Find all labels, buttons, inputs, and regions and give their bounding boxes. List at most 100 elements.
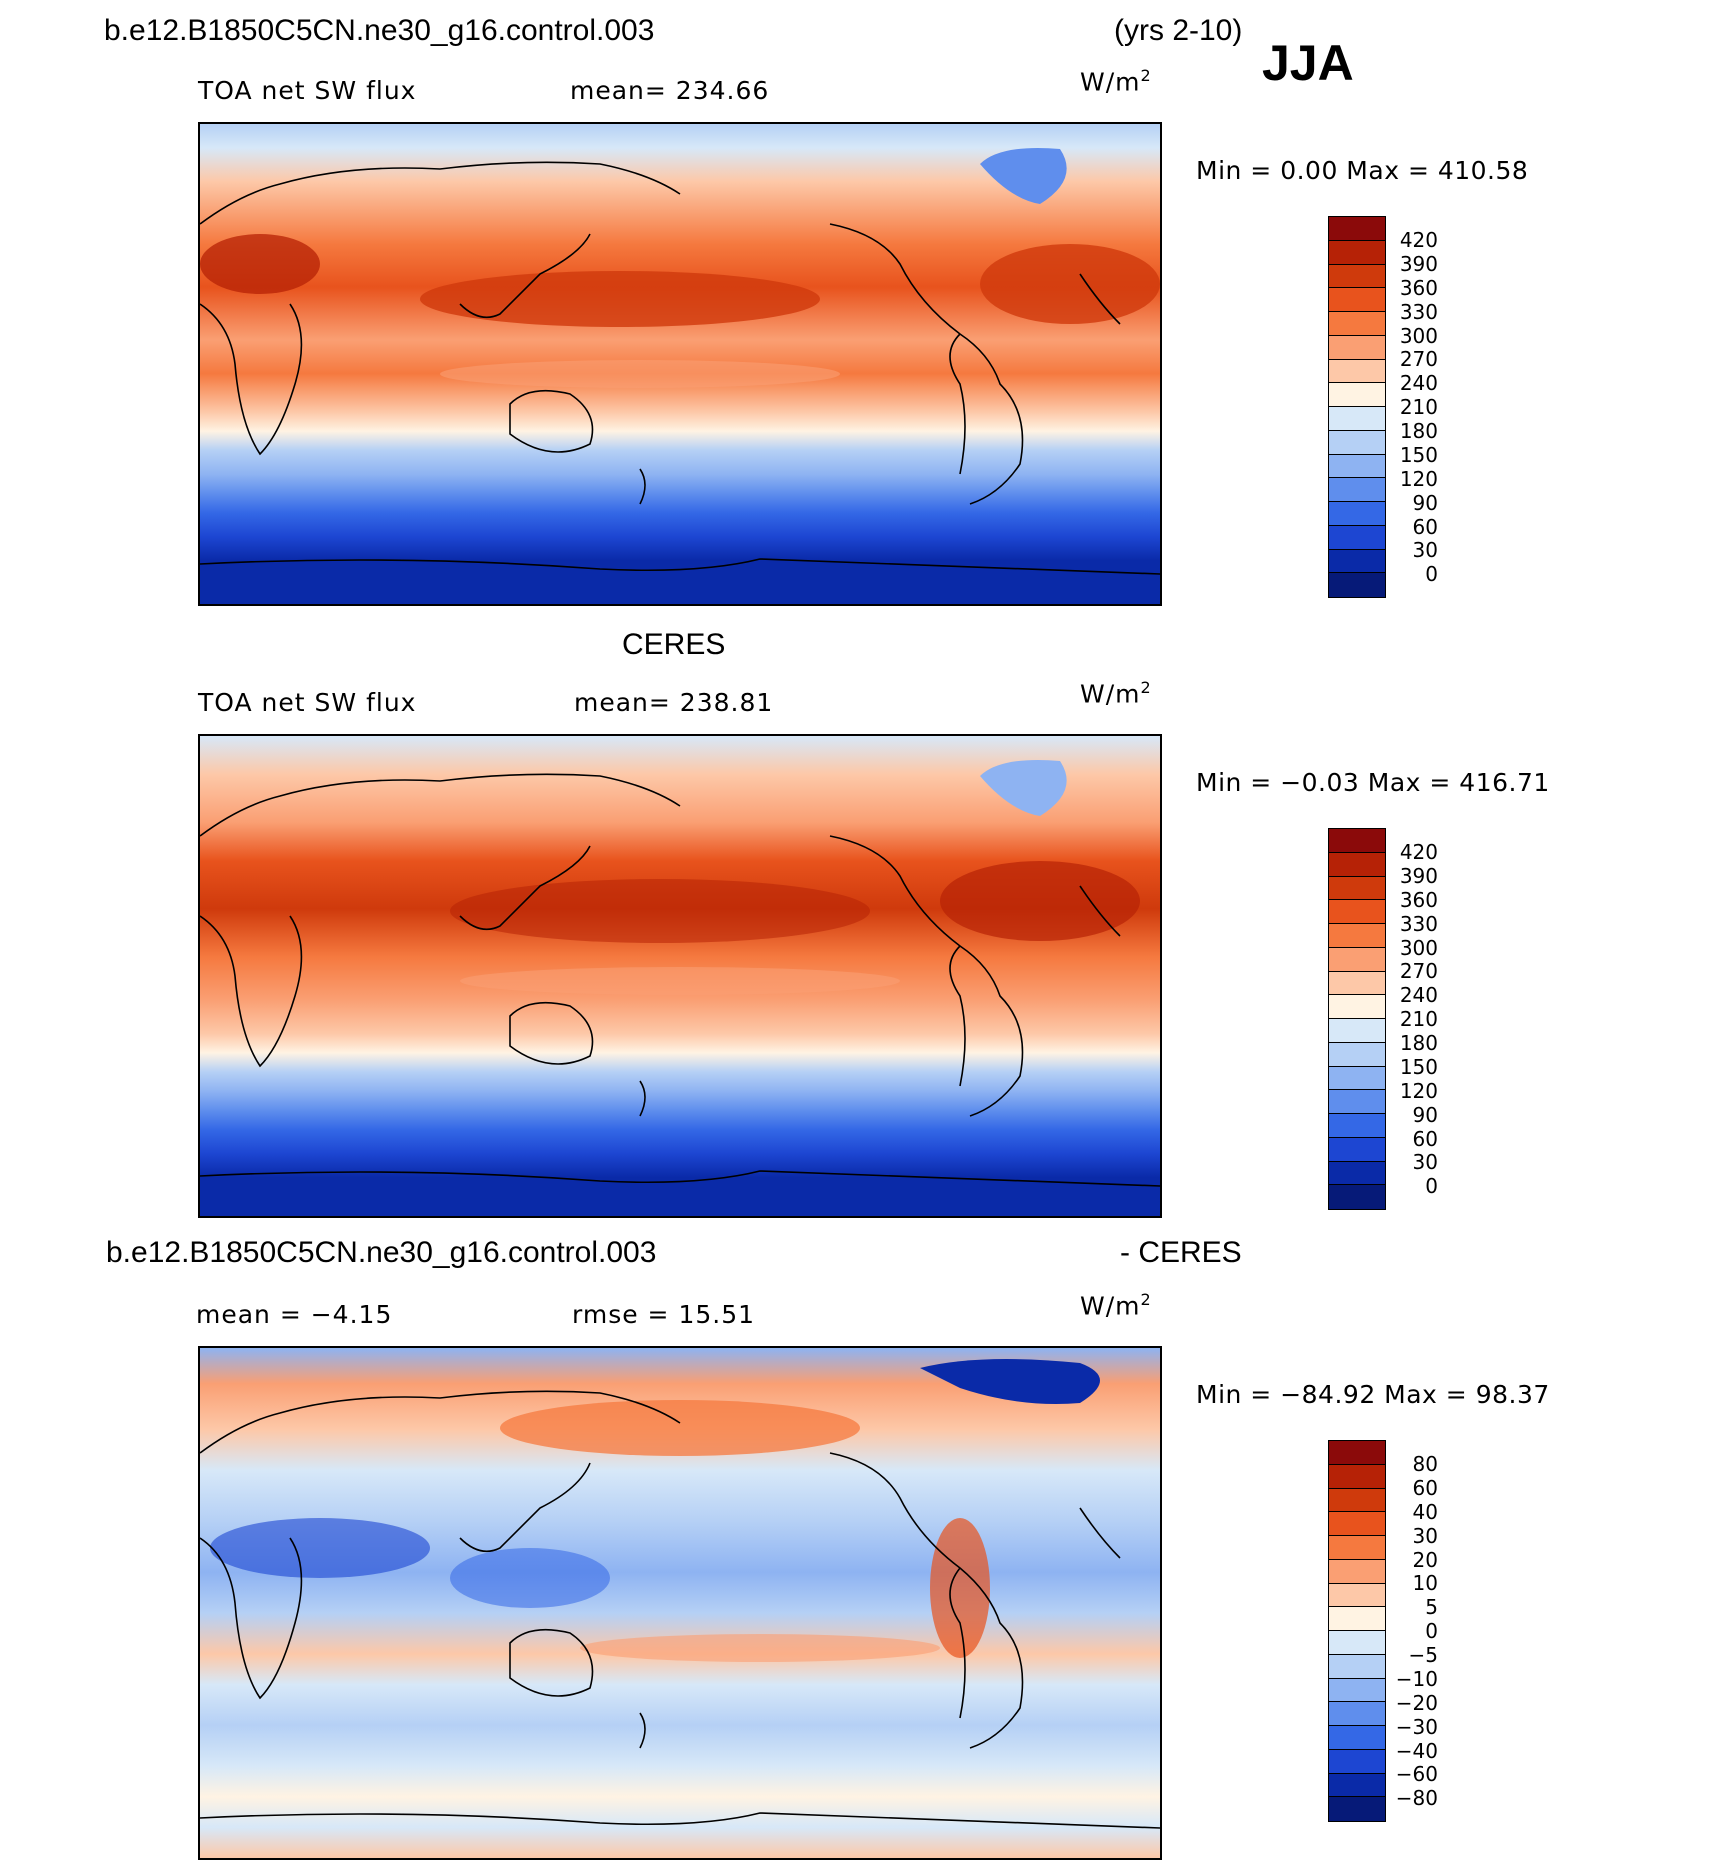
panel1-itcz — [440, 360, 840, 388]
colorbar-segment — [1329, 240, 1385, 265]
colorbar-segment — [1329, 995, 1385, 1019]
colorbar-segment — [1329, 1583, 1385, 1608]
colorbar-segment — [1329, 1441, 1385, 1465]
panel1-pacific-high — [420, 271, 820, 327]
case-title: b.e12.B1850C5CN.ne30_g16.control.003 — [104, 14, 655, 47]
panel1-sahara-high — [200, 234, 320, 294]
colorbar-segment — [1329, 1042, 1385, 1067]
colorbar-tick-label: 360 — [1399, 275, 1438, 300]
colorbar-segment — [1329, 1114, 1385, 1138]
colorbar-segment — [1329, 217, 1385, 241]
colorbar-tick-label: 150 — [1399, 442, 1438, 467]
colorbar-tick-label: −30 — [1395, 1714, 1438, 1739]
panel3-spacific-positive — [580, 1634, 940, 1662]
colorbar-segment — [1329, 1019, 1385, 1043]
panel3-africa-negative — [210, 1518, 430, 1578]
panel2-mean-label: mean= 238.81 — [574, 688, 774, 717]
colorbar-tick-label: 180 — [1399, 419, 1438, 443]
colorbar-tick-label: 210 — [1399, 1007, 1438, 1032]
colorbar-tick-label: 300 — [1399, 323, 1438, 348]
panel3-andes-positive — [930, 1518, 990, 1658]
colorbar-segment — [1329, 1631, 1385, 1655]
colorbar-tick-label: 270 — [1399, 347, 1438, 372]
panel3-heading-right: - CERES — [1120, 1236, 1242, 1269]
colorbar-tick-label: 180 — [1399, 1031, 1438, 1055]
colorbar-segment — [1329, 502, 1385, 526]
colorbar-segment — [1329, 947, 1385, 972]
colorbar-tick-label: 330 — [1399, 299, 1438, 324]
colorbar-segment — [1329, 1464, 1385, 1489]
colorbar-segment — [1329, 1066, 1385, 1091]
colorbar-segment — [1329, 264, 1385, 289]
colorbar-segment — [1329, 1797, 1385, 1821]
colorbar-segment — [1329, 1090, 1385, 1114]
colorbar-tick-label: 5 — [1425, 1595, 1438, 1620]
colorbar-segment — [1329, 1749, 1385, 1774]
panel3-map-svg — [200, 1348, 1160, 1858]
colorbar-tick-label: 120 — [1399, 466, 1438, 491]
panel2-colorbar — [1328, 828, 1386, 1210]
colorbar-segment — [1329, 1559, 1385, 1584]
colorbar-segment — [1329, 1536, 1385, 1560]
colorbar-tick-label: 0 — [1425, 1174, 1438, 1199]
colorbar-tick-label: 420 — [1399, 840, 1438, 864]
panel2-heading: CERES — [622, 628, 726, 661]
colorbar-tick-label: 0 — [1425, 1619, 1438, 1644]
colorbar-tick-label: 360 — [1399, 887, 1438, 912]
colorbar-tick-label: 30 — [1412, 1150, 1438, 1175]
colorbar-segment — [1329, 924, 1385, 948]
colorbar-tick-label: 120 — [1399, 1078, 1438, 1103]
colorbar-tick-label: 60 — [1412, 1126, 1438, 1151]
colorbar-segment — [1329, 525, 1385, 550]
colorbar-segment — [1329, 1654, 1385, 1679]
colorbar-tick-label: 90 — [1412, 1102, 1438, 1127]
panel1-coastlines — [200, 161, 1160, 575]
panel3-maritime-negative — [450, 1548, 610, 1608]
colorbar-segment — [1329, 288, 1385, 312]
panel1-map — [198, 122, 1162, 606]
panel2-pacific-high — [450, 879, 870, 943]
panel3-heading-left: b.e12.B1850C5CN.ne30_g16.control.003 — [106, 1236, 657, 1269]
colorbar-segment — [1329, 876, 1385, 901]
colorbar-segment — [1329, 549, 1385, 574]
colorbar-tick-label: −80 — [1395, 1786, 1438, 1811]
panel1-mean-label: mean= 234.66 — [570, 76, 770, 105]
colorbar-segment — [1329, 829, 1385, 853]
panel3-map — [198, 1346, 1162, 1860]
colorbar-segment — [1329, 335, 1385, 360]
panel3-npacific-positive — [500, 1400, 860, 1456]
panel2-greenland — [980, 760, 1067, 816]
colorbar-tick-label: 240 — [1399, 983, 1438, 1008]
years-label: (yrs 2-10) — [1114, 14, 1243, 47]
colorbar-segment — [1329, 1607, 1385, 1631]
panel1-atlantic-high — [980, 244, 1160, 324]
panel1-map-svg — [200, 124, 1160, 604]
colorbar-tick-label: 60 — [1412, 1475, 1438, 1500]
panel2-atlantic-high — [940, 861, 1140, 941]
colorbar-segment — [1329, 852, 1385, 877]
panel3-minmax: Min = −84.92 Max = 98.37 — [1196, 1380, 1550, 1409]
colorbar-tick-label: 60 — [1412, 514, 1438, 539]
season-label: JJA — [1262, 35, 1354, 91]
colorbar-segment — [1329, 430, 1385, 455]
colorbar-segment — [1329, 573, 1385, 597]
panel3-coastlines — [200, 1390, 1160, 1829]
colorbar-segment — [1329, 1702, 1385, 1726]
colorbar-segment — [1329, 1726, 1385, 1750]
colorbar-tick-label: 90 — [1412, 490, 1438, 515]
panel1-unit: W/m2 — [1080, 66, 1152, 97]
colorbar-tick-label: 80 — [1412, 1452, 1438, 1476]
colorbar-tick-label: 20 — [1412, 1547, 1438, 1572]
colorbar-segment — [1329, 1773, 1385, 1798]
colorbar-tick-label: −10 — [1395, 1666, 1438, 1691]
panel2-unit: W/m2 — [1080, 678, 1152, 709]
colorbar-tick-label: −60 — [1395, 1762, 1438, 1787]
panel2-minmax: Min = −0.03 Max = 416.71 — [1196, 768, 1550, 797]
panel1-greenland — [980, 148, 1067, 204]
panel1-minmax: Min = 0.00 Max = 410.58 — [1196, 156, 1529, 185]
panel2-itcz — [460, 967, 900, 995]
colorbar-segment — [1329, 312, 1385, 336]
colorbar-tick-label: 30 — [1412, 1523, 1438, 1548]
colorbar-tick-label: 330 — [1399, 911, 1438, 936]
colorbar-tick-label: 420 — [1399, 228, 1438, 252]
